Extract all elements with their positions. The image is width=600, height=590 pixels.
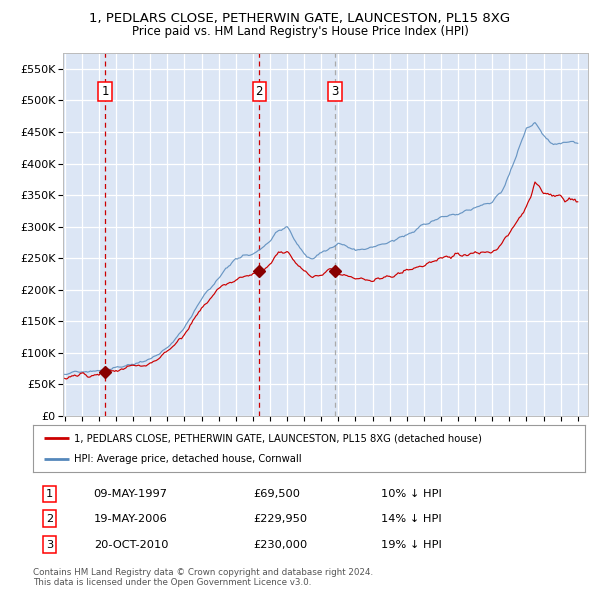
Text: 2: 2 (256, 85, 263, 98)
Text: 19% ↓ HPI: 19% ↓ HPI (381, 540, 442, 550)
Text: 19-MAY-2006: 19-MAY-2006 (94, 514, 167, 523)
Text: 10% ↓ HPI: 10% ↓ HPI (381, 489, 442, 499)
Text: 1, PEDLARS CLOSE, PETHERWIN GATE, LAUNCESTON, PL15 8XG (detached house): 1, PEDLARS CLOSE, PETHERWIN GATE, LAUNCE… (74, 433, 482, 443)
Text: 3: 3 (331, 85, 338, 98)
Text: Contains HM Land Registry data © Crown copyright and database right 2024.: Contains HM Land Registry data © Crown c… (33, 568, 373, 576)
Text: HPI: Average price, detached house, Cornwall: HPI: Average price, detached house, Corn… (74, 454, 302, 464)
Text: £229,950: £229,950 (254, 514, 308, 523)
Text: 20-OCT-2010: 20-OCT-2010 (94, 540, 168, 550)
Text: £69,500: £69,500 (254, 489, 301, 499)
Text: £230,000: £230,000 (254, 540, 308, 550)
Text: 3: 3 (46, 540, 53, 550)
Text: 1: 1 (101, 85, 109, 98)
Text: 14% ↓ HPI: 14% ↓ HPI (381, 514, 442, 523)
Text: This data is licensed under the Open Government Licence v3.0.: This data is licensed under the Open Gov… (33, 578, 311, 587)
Text: Price paid vs. HM Land Registry's House Price Index (HPI): Price paid vs. HM Land Registry's House … (131, 25, 469, 38)
Text: 1: 1 (46, 489, 53, 499)
Text: 2: 2 (46, 514, 53, 523)
Text: 1, PEDLARS CLOSE, PETHERWIN GATE, LAUNCESTON, PL15 8XG: 1, PEDLARS CLOSE, PETHERWIN GATE, LAUNCE… (89, 12, 511, 25)
Text: 09-MAY-1997: 09-MAY-1997 (94, 489, 168, 499)
